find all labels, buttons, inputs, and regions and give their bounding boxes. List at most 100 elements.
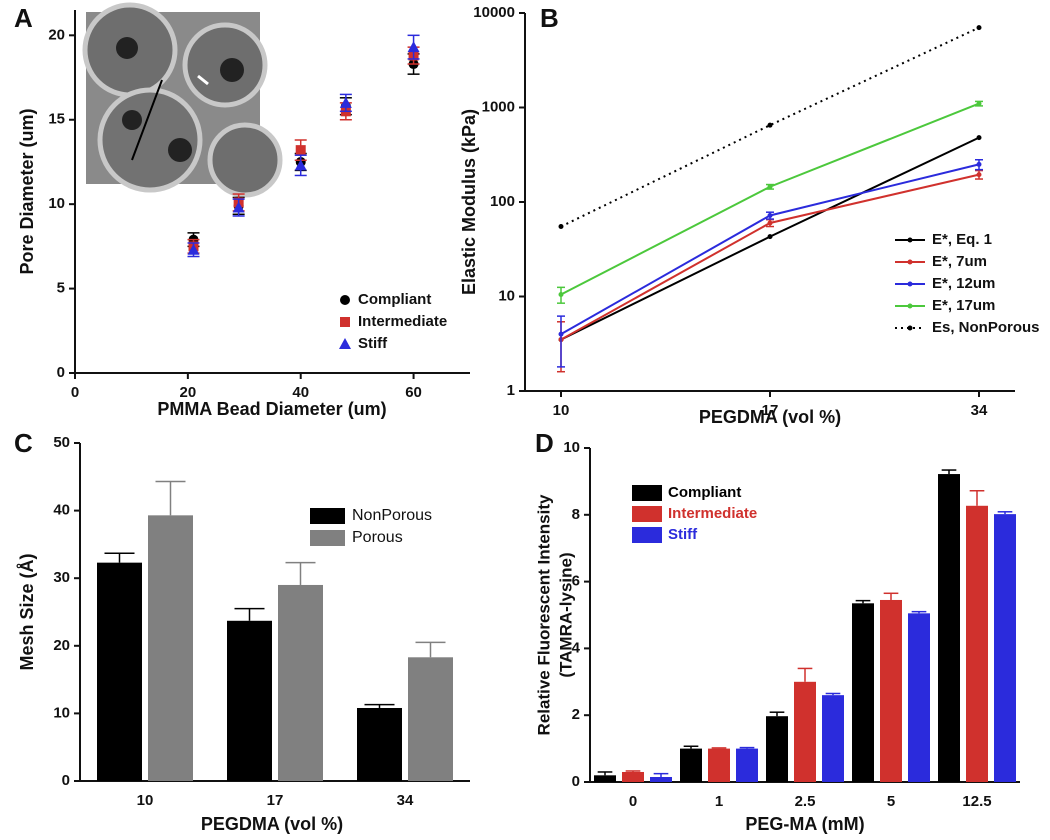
y-tick-label: 0: [572, 773, 580, 790]
x-tick-label: 0: [629, 793, 637, 810]
bar: [227, 620, 272, 781]
y-axis-label: Mesh Size (Å): [17, 553, 37, 670]
marker: [767, 234, 773, 240]
x-tick-label: 12.5: [962, 793, 991, 810]
x-tick-label: 0: [71, 384, 79, 401]
x-tick-label: 10: [553, 402, 570, 419]
y-tick-label: 0: [57, 364, 65, 381]
x-tick-label: 20: [180, 384, 197, 401]
marker: [976, 25, 982, 31]
marker: [767, 220, 773, 226]
marker: [976, 101, 982, 107]
marker: [340, 317, 350, 327]
y-tick-label: 10: [53, 704, 70, 721]
bar: [594, 775, 616, 782]
y-tick-label: 4: [572, 639, 581, 656]
bar: [766, 716, 788, 782]
x-tick-label: 40: [292, 384, 309, 401]
panel-label: A: [14, 3, 33, 33]
bar: [622, 771, 644, 782]
marker: [767, 184, 773, 190]
y-tick-label: 10000: [473, 4, 515, 21]
legend-label: Stiff: [358, 335, 388, 352]
x-axis-label: PEG-MA (mM): [745, 814, 864, 834]
y-tick-label: 50: [53, 434, 70, 451]
legend-swatch: [632, 485, 662, 501]
marker: [294, 159, 307, 171]
y-tick-label: 30: [53, 569, 70, 586]
legend-swatch: [310, 530, 345, 546]
y-tick-label: 8: [572, 506, 580, 523]
marker: [976, 161, 982, 167]
bar: [97, 562, 142, 781]
x-tick-label: 17: [267, 792, 284, 809]
y-tick-label: 10: [563, 439, 580, 456]
bar: [938, 474, 960, 782]
bar: [408, 657, 453, 781]
marker: [558, 224, 564, 230]
x-tick-label: 2.5: [795, 793, 816, 810]
legend-marker: [907, 303, 913, 309]
legend-marker: [907, 237, 913, 243]
y-axis-label: Relative Fluorescent Intensity: [534, 494, 553, 735]
marker: [558, 331, 564, 337]
bar: [650, 776, 672, 782]
legend-label: Compliant: [358, 291, 431, 308]
x-tick-label: 60: [405, 384, 422, 401]
marker: [187, 243, 200, 255]
y-axis-label: (TAMRA-lysine): [556, 552, 575, 677]
legend-label: E*, 7um: [932, 253, 987, 270]
marker: [339, 96, 352, 108]
legend-label: E*, Eq. 1: [932, 231, 992, 248]
legend-marker: [907, 325, 913, 331]
legend-marker: [907, 259, 913, 265]
y-tick-label: 20: [53, 637, 70, 654]
marker: [767, 212, 773, 218]
bar: [736, 748, 758, 782]
legend-label: NonPorous: [352, 507, 432, 524]
marker: [976, 135, 982, 141]
y-tick-label: 2: [572, 706, 580, 723]
y-tick-label: 1000: [482, 98, 515, 115]
bar: [357, 707, 402, 781]
y-tick-label: 15: [48, 111, 65, 128]
x-tick-label: 34: [971, 402, 988, 419]
marker: [339, 338, 351, 349]
x-tick-label: 34: [397, 792, 414, 809]
legend-label: E*, 12um: [932, 275, 995, 292]
marker: [232, 201, 245, 213]
marker: [295, 145, 306, 156]
bar: [994, 514, 1016, 782]
legend-marker: [907, 281, 913, 287]
legend-label: E*, 17um: [932, 297, 995, 314]
legend-label: Intermediate: [668, 505, 757, 522]
bar: [852, 603, 874, 782]
y-tick-label: 10: [498, 287, 515, 304]
x-axis-label: PEGDMA (vol %): [201, 814, 343, 834]
line: [560, 102, 980, 296]
bar: [880, 599, 902, 782]
legend-label: Compliant: [668, 484, 741, 501]
panel-label: B: [540, 3, 559, 33]
legend-label: Es, NonPorous: [932, 319, 1040, 336]
y-tick-label: 100: [490, 193, 515, 210]
legend-label: Stiff: [668, 526, 698, 543]
bar: [822, 695, 844, 782]
marker: [976, 172, 982, 178]
bar: [708, 748, 730, 782]
y-tick-label: 20: [48, 26, 65, 43]
bar: [908, 613, 930, 782]
y-tick-label: 5: [57, 280, 65, 297]
legend-swatch: [632, 506, 662, 522]
panel-label: C: [14, 428, 33, 458]
bar: [794, 681, 816, 782]
x-axis-label: PEGDMA (vol %): [699, 407, 841, 427]
x-tick-label: 5: [887, 793, 895, 810]
y-tick-label: 10: [48, 195, 65, 212]
x-axis-label: PMMA Bead Diameter (um): [157, 399, 386, 419]
y-tick-label: 0: [62, 772, 70, 789]
bar: [966, 505, 988, 782]
marker: [407, 41, 420, 53]
y-tick-label: 40: [53, 502, 70, 519]
